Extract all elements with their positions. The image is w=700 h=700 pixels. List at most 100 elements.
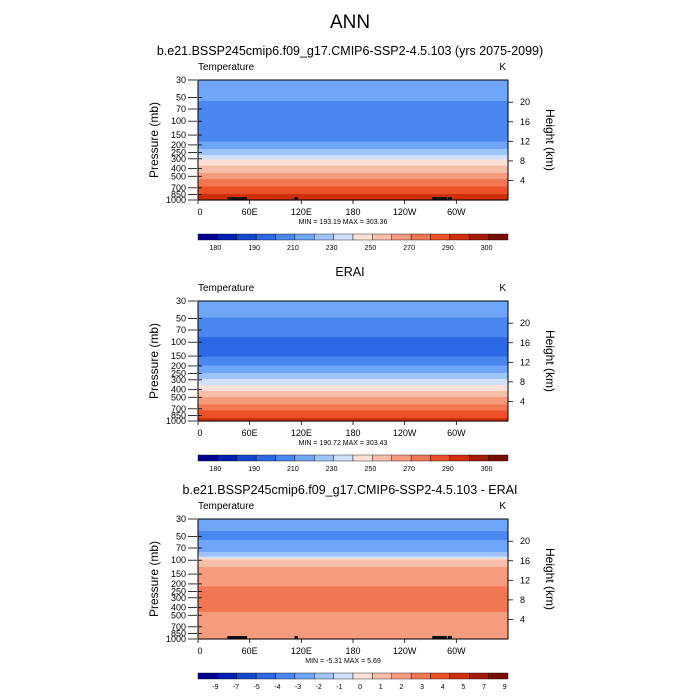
panel-3-contour-band — [198, 540, 508, 543]
panel-3-colorbar-swatch — [430, 672, 451, 680]
panel-2-contour-band — [198, 329, 508, 332]
panel-3-contour-band — [198, 561, 508, 564]
panel-2-contour-band — [198, 365, 508, 368]
panel-3-y-tick-label: 400 — [171, 603, 186, 613]
panel-1-contour-band — [198, 171, 508, 174]
panel-2-colorbar-label: 300 — [481, 466, 493, 471]
panel-3-contour-band — [198, 573, 508, 576]
panel-2-y2-tick-label: 16 — [520, 338, 530, 348]
panel-3-contour-band — [198, 583, 508, 586]
panel-1-terrain-mask — [432, 197, 447, 200]
panel-2-contour-band — [198, 374, 508, 377]
panel-3-y2-tick-label: 12 — [520, 575, 530, 585]
panel-3-y-tick-label: 30 — [176, 514, 186, 524]
panel-3-colorbar-swatch — [255, 672, 276, 680]
panel-1-x-tick-label: 60E — [242, 207, 258, 217]
panel-1-contour-band — [198, 192, 508, 195]
panel-3-contour-band — [198, 549, 508, 552]
panel-1-contour-band — [198, 126, 508, 129]
panel-2-colorbar-swatch — [333, 454, 354, 462]
panel-3-colorbar-swatch — [275, 672, 296, 680]
panel-2-colorbar-swatch — [469, 454, 489, 462]
panel-2-y-tick-label: 30 — [176, 296, 186, 306]
panel-3-contour-band — [198, 538, 508, 541]
panel-1-contour-band — [198, 146, 508, 149]
panel-3-colorbar-swatch — [217, 672, 237, 680]
panel-3-chart: Temperature K3050701001502002503004005007… — [147, 501, 557, 689]
panel-3-colorbar-label: 1 — [379, 684, 383, 689]
panel-2-contour-band — [198, 332, 508, 335]
panel-1-contour-band — [198, 101, 508, 104]
panel-3-x-tick-label: 120W — [393, 646, 417, 656]
panel-1-contour-band — [198, 129, 508, 132]
panel-2-contour-band — [198, 388, 508, 391]
panel-1-contour-band — [198, 138, 508, 141]
panel-1-contour-band — [198, 167, 508, 170]
panel-2-colorbar-swatch — [391, 454, 412, 462]
panel-1-y-tick-label: 50 — [176, 92, 186, 102]
panel-3-contour-band — [198, 532, 508, 535]
panel-1-contour-band — [198, 177, 508, 180]
panel-3-contour-band — [198, 526, 508, 529]
panel-2-contour-band — [198, 319, 508, 322]
panel-2-contour-band — [198, 334, 508, 337]
panel-3-colorbar-label: 2 — [399, 684, 403, 689]
panel-1-x-tick-label: 60W — [447, 207, 466, 217]
panel-3-stats: MIN = -5.31 MAX = 5.69 — [305, 658, 381, 665]
panel-1-contour-band — [198, 186, 508, 189]
panel-3-colorbar-swatch — [352, 672, 373, 680]
panel-2-contour-band — [198, 413, 508, 416]
panel-1-contour-band — [198, 144, 508, 147]
panel-2-y-tick-label: 850 — [171, 410, 186, 420]
panel-2-title: ERAI — [335, 265, 365, 279]
panel-1-contour-band — [198, 113, 508, 116]
panel-3-y2-tick-label: 20 — [520, 536, 530, 546]
panel-1-colorbar-label: 190 — [248, 245, 260, 250]
panel-3-colorbar-swatch — [391, 672, 412, 680]
panel-3-contour-band — [198, 616, 508, 619]
panel-3-colorbar-swatch — [410, 672, 431, 680]
panel-2-contour-band — [198, 364, 508, 367]
panel-3-y-tick-label: 200 — [171, 579, 186, 589]
panel-3-x-tick-label: 0 — [197, 646, 202, 656]
panel-3-contour-band — [198, 565, 508, 568]
panel-2-contour-band — [198, 395, 508, 398]
panel-2-contour-band — [198, 340, 508, 343]
panel-1-colorbar-label: 300 — [481, 245, 493, 250]
panel-1-contour-band — [198, 93, 508, 96]
panel-2-contour-band — [198, 362, 508, 365]
panel-3-contour-band — [198, 522, 508, 525]
panel-1-contour-band — [198, 104, 508, 107]
panel-3-contour-band — [198, 628, 508, 631]
panel-1-terrain-mask — [227, 197, 233, 200]
panel-1-colorbar-swatch — [197, 233, 218, 241]
panel-3-y2-tick-label: 8 — [520, 595, 525, 605]
panel-1-y-tick-label: 150 — [171, 130, 186, 140]
panel-3-y-tick-label: 1000 — [166, 634, 186, 644]
panel-2-contour-band — [198, 370, 508, 373]
panel-3-contour-band — [198, 577, 508, 580]
panel-2-y2-tick-label: 12 — [520, 357, 530, 367]
panel-1-contour-band — [198, 179, 508, 182]
panel-1-contour-band — [198, 110, 508, 113]
panel-2-contour-band — [198, 400, 508, 403]
panel-1-contour-band — [198, 117, 508, 120]
panel-1-contour-band — [198, 173, 508, 176]
panel-2-colorbar-label: 230 — [326, 466, 338, 471]
panel-1-contour-band — [198, 107, 508, 110]
panel-1-contour-band — [198, 194, 508, 197]
panel-1-colorbar-swatch — [255, 233, 276, 241]
panel-3-terrain-mask — [447, 636, 453, 639]
panel-1-contour-band — [198, 83, 508, 86]
panel-3-x-tick-label: 120E — [291, 646, 312, 656]
panel-3-contour-band — [198, 598, 508, 601]
panel-3-y-tick-label: 150 — [171, 569, 186, 579]
panel-1-terrain-mask — [447, 197, 453, 200]
panel-2-colorbar-swatch — [217, 454, 237, 462]
panel-1-y2-tick-label: 12 — [520, 136, 530, 146]
panel-3-y-tick-label: 500 — [171, 610, 186, 620]
panel-1-contour-band — [198, 189, 508, 192]
panel-3-contour-band — [198, 574, 508, 577]
panel-3-y-tick-label: 50 — [176, 531, 186, 541]
panel-3-contour-band — [198, 619, 508, 622]
